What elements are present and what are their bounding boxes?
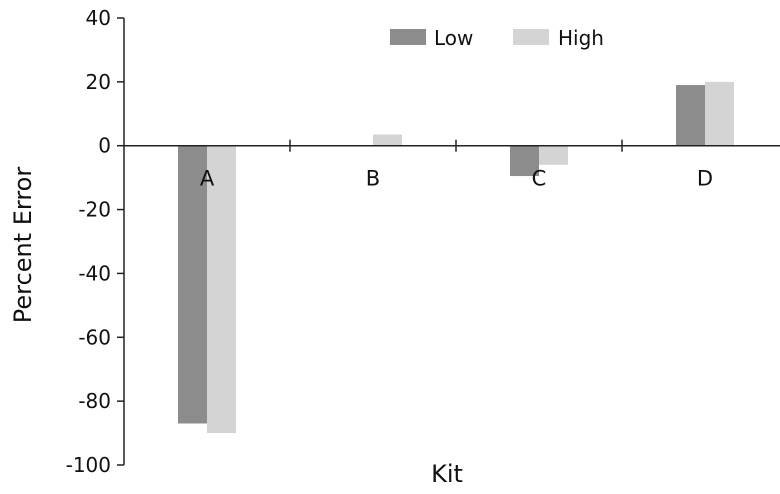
legend-label-high: High [558,26,604,50]
y-tick-label: 0 [98,134,111,158]
x-axis-title: Kit [431,460,463,488]
bar-high-b [373,134,402,146]
y-tick-label: -80 [78,389,111,413]
legend-label-low: Low [434,26,473,50]
bar-low-a [178,145,207,424]
bars [178,81,734,434]
y-tick-label: -40 [78,261,111,285]
y-axis-ticks: 40 20 0 -20 -40 -60 -80 -100 [66,6,124,477]
y-tick-label: 40 [86,6,111,30]
bar-low-c [510,145,539,177]
category-label: D [697,167,713,191]
legend: Low High [390,26,604,50]
bar-high-d [705,81,734,146]
bar-high-c [539,145,568,165]
y-tick-label: -20 [78,198,111,222]
category-label: A [200,167,215,191]
x-axis-category-labels: A B C D [200,167,713,191]
y-tick-label: -100 [66,453,111,477]
legend-swatch-high [513,29,549,45]
category-label: B [366,167,380,191]
legend-swatch-low [390,29,426,45]
category-label: C [532,167,547,191]
bar-low-d [676,85,705,146]
x-axis-ticks [289,139,623,152]
y-tick-label: 20 [86,70,111,94]
y-tick-label: -60 [78,325,111,349]
y-axis-title: Percent Error [9,167,37,324]
bar-high-a [207,145,236,434]
